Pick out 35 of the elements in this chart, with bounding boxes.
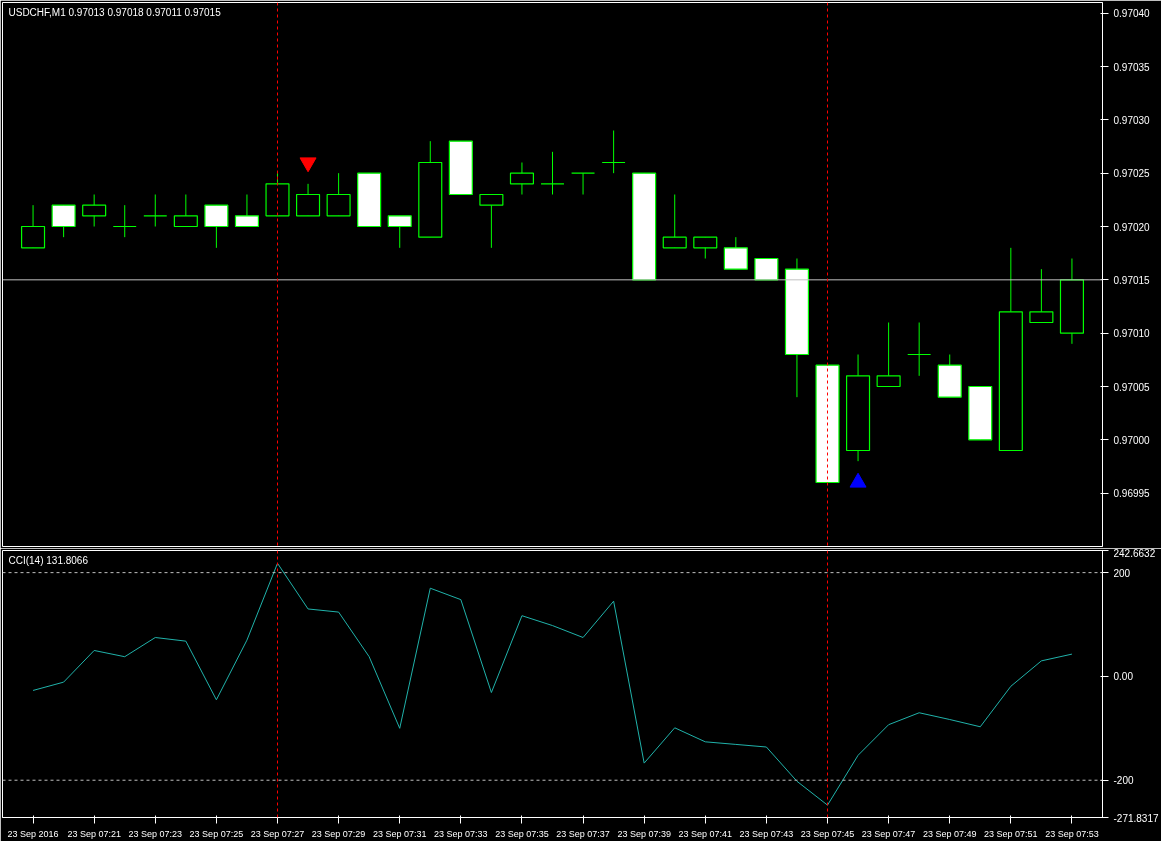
chart-title: USDCHF,M1 0.97013 0.97018 0.97011 0.97015 <box>8 6 222 18</box>
x-tick-label: 23 Sep 07:29 <box>311 828 366 839</box>
x-tick-label: 23 Sep 07:31 <box>372 828 427 839</box>
y-tick-label: 0.97035 <box>1113 61 1151 73</box>
x-tick-label: 23 Sep 07:49 <box>922 828 977 839</box>
y-tick-label: -200 <box>1113 775 1134 787</box>
x-tick-label: 23 Sep 07:45 <box>800 828 855 839</box>
x-tick-label: 23 Sep 07:25 <box>189 828 244 839</box>
x-tick-label: 23 Sep 07:41 <box>678 828 733 839</box>
y-tick-label: 242.6632 <box>1113 547 1156 559</box>
y-tick-label: 0.97040 <box>1113 8 1151 20</box>
x-tick-label: 23 Sep 07:33 <box>434 828 488 839</box>
x-tick-label: 23 Sep 07:37 <box>556 828 610 839</box>
y-tick-label: 0.97025 <box>1113 168 1151 180</box>
x-tick-label: 23 Sep 07:27 <box>250 828 305 839</box>
x-tick-label: 23 Sep 07:39 <box>617 828 671 839</box>
y-tick-label: 0.96995 <box>1113 488 1151 500</box>
x-tick-label: 23 Sep 07:53 <box>1045 828 1099 839</box>
x-tick-label: 23 Sep 07:21 <box>67 828 121 839</box>
y-tick-label: 0.97020 <box>1113 221 1151 233</box>
y-tick-label: -271.8317 <box>1113 812 1159 824</box>
x-tick-label: 23 Sep 07:43 <box>739 828 794 839</box>
y-tick-label: 0.97005 <box>1113 381 1151 393</box>
x-tick-label: 23 Sep 2016 <box>7 828 59 839</box>
y-tick-label: 0.00 <box>1113 671 1134 683</box>
x-tick-label: 23 Sep 07:47 <box>861 828 916 839</box>
y-tick-label: 0.97000 <box>1113 434 1151 446</box>
chart-title: CCI(14) 131.8066 <box>8 554 89 566</box>
y-tick-label: 0.97010 <box>1113 328 1151 340</box>
y-tick-label: 200 <box>1113 567 1131 579</box>
x-tick-label: 23 Sep 07:35 <box>495 828 549 839</box>
y-tick-label: 0.97030 <box>1113 114 1151 126</box>
x-tick-label: 23 Sep 07:23 <box>128 828 183 839</box>
y-tick-label: 0.97015 <box>1113 274 1151 286</box>
x-tick-label: 23 Sep 07:51 <box>984 828 1038 839</box>
